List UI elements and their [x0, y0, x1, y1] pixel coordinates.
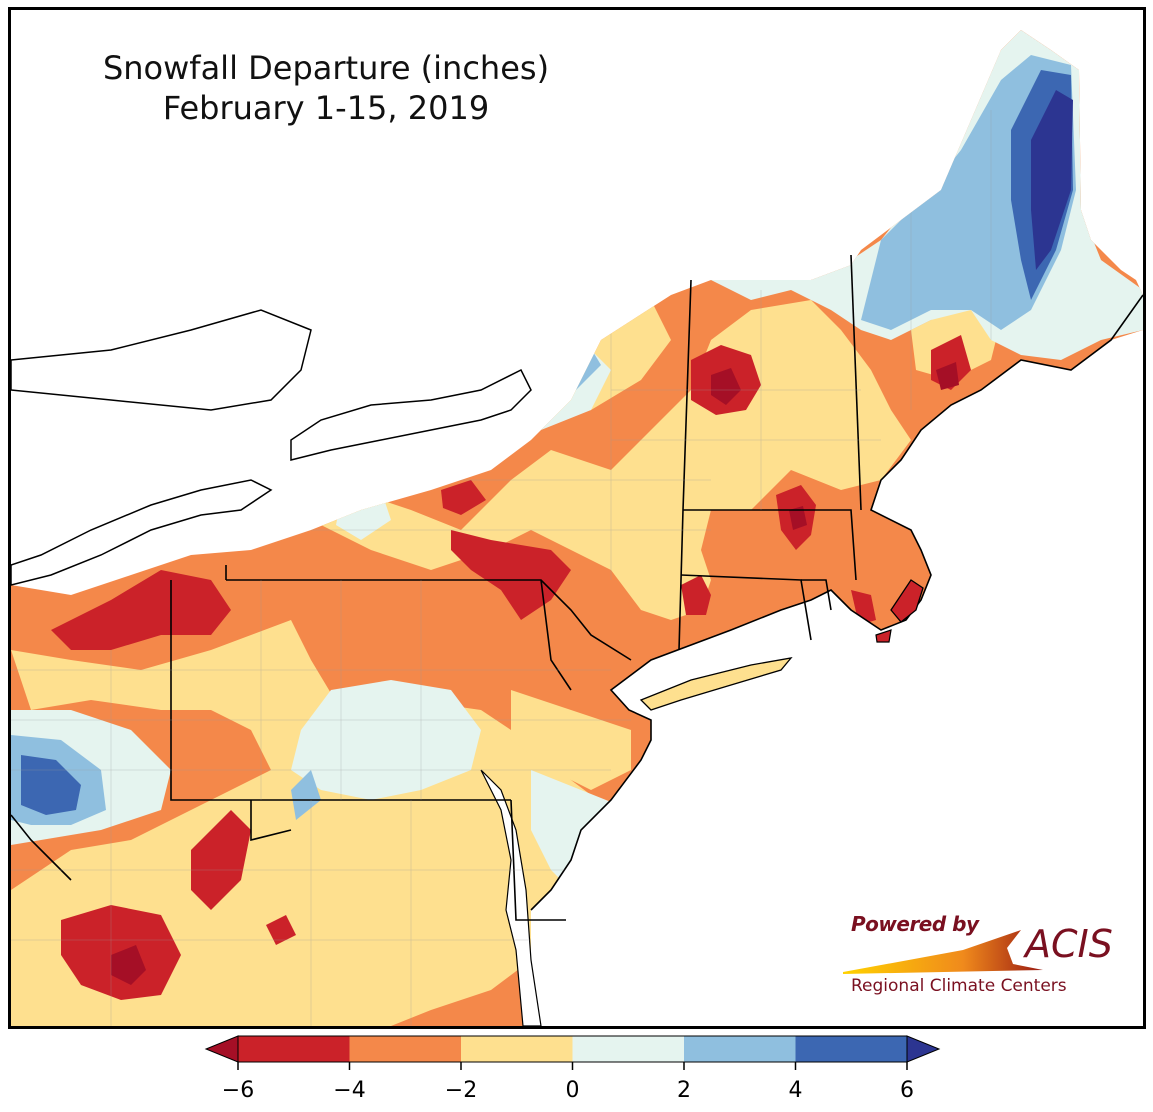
map-frame: .c-orange { fill: #f4884a; } .c-yellow {… [8, 7, 1146, 1029]
map-title: Snowfall Departure (inches) February 1-1… [51, 48, 601, 128]
colorbar-tick-label: 4 [788, 1078, 803, 1103]
contour-deep-red [936, 362, 959, 390]
colorbar-tick-label: −4 [333, 1078, 366, 1103]
logo-brand-text: ACIS [1025, 922, 1113, 966]
colorbar-extend-low [204, 1035, 239, 1063]
colorbar-bin [795, 1036, 907, 1062]
title-line-1: Snowfall Departure (inches) [102, 49, 550, 87]
colorbar-swatches [204, 1035, 941, 1070]
acis-logo: Powered by ACIS Regional Climate Centers [837, 908, 1127, 1008]
logo-subtitle-text: Regional Climate Centers [851, 976, 1067, 996]
snowfall-map: .c-orange { fill: #f4884a; } .c-yellow {… [11, 10, 1143, 1026]
logo-powered-text: Powered by [851, 912, 979, 936]
colorbar-tick-label: 0 [565, 1078, 580, 1103]
colorbar-bin [238, 1036, 350, 1062]
contour-yellow [11, 620, 651, 1026]
colorbar-legend: −6 −4 −2 0 2 4 6 [200, 1030, 945, 1112]
long-island [639, 657, 793, 711]
contour-red [681, 575, 711, 615]
contour-deep-red [711, 368, 741, 405]
state-borders [11, 254, 862, 921]
colorbar-bin [349, 1036, 461, 1062]
contour-deep-blue [1031, 90, 1073, 270]
lake-ontario [290, 368, 532, 461]
contour-red [441, 480, 486, 515]
colorbar-tick-label: −6 [221, 1078, 255, 1103]
marthas-vineyard [875, 629, 892, 643]
colorbar-tick-label: −2 [444, 1078, 478, 1103]
chesapeake-bay [480, 769, 542, 1026]
colorbar-bin [461, 1036, 573, 1062]
contour-yellow [511, 690, 631, 790]
logo-swoosh-icon [843, 930, 1043, 974]
coastline [530, 294, 1143, 911]
contour-red [191, 810, 251, 910]
title-line-2: February 1-15, 2019 [162, 89, 490, 127]
colorbar-bin [572, 1036, 684, 1062]
contour-light-blue [291, 770, 321, 820]
colorbar-extend-high [906, 1035, 941, 1063]
colorbar-tick-label: 2 [677, 1078, 691, 1103]
colorbar-bin [684, 1036, 796, 1062]
lake-huron-region [11, 309, 312, 411]
colorbar-tick-label: 6 [900, 1078, 914, 1103]
contour-deep-red [789, 506, 807, 530]
contour-red [451, 530, 571, 620]
contour-deep-red [111, 945, 146, 985]
lake-erie [11, 479, 273, 586]
contour-red [51, 570, 231, 650]
contour-red [266, 915, 296, 945]
cape-cod [890, 579, 924, 623]
